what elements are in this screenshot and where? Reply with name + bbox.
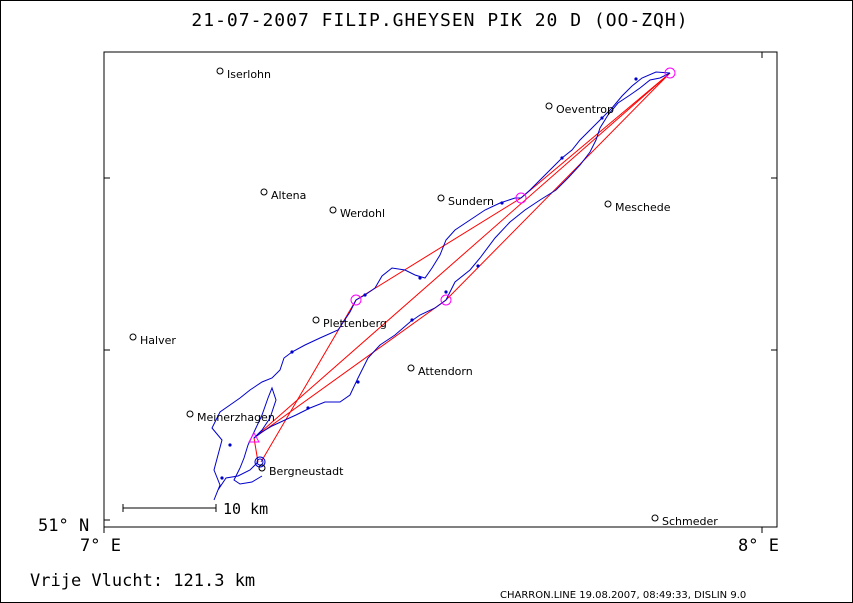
plot-frame bbox=[103, 51, 778, 528]
lat-label: 51° N bbox=[38, 516, 89, 536]
town-marker bbox=[186, 410, 194, 418]
track-fixes bbox=[220, 77, 638, 480]
town-label: Altena bbox=[271, 189, 306, 202]
town-marker bbox=[129, 333, 137, 341]
lon-left-label: 7° E bbox=[80, 536, 121, 556]
axis-ticks bbox=[103, 52, 777, 533]
scale-bar-label: 10 km bbox=[223, 500, 268, 518]
town-marker bbox=[407, 364, 415, 372]
town-label: Oeventrop bbox=[556, 103, 614, 116]
town-marker bbox=[545, 102, 553, 110]
town-label: Attendorn bbox=[418, 365, 473, 378]
task-lines bbox=[253, 72, 671, 463]
town-label: Werdohl bbox=[340, 207, 385, 220]
town-layer: Iserlohn Oeventrop Altena Werdohl Sundern Mes… bbox=[129, 67, 718, 528]
town-marker bbox=[260, 188, 268, 196]
footer-text: CHARRON.LINE 19.08.2007, 08:49:33, DISLI… bbox=[500, 590, 746, 601]
town-marker bbox=[329, 206, 337, 214]
town-label: Halver bbox=[140, 334, 176, 347]
town-label: Schmeder bbox=[662, 515, 718, 528]
town-label: Bergneustadt bbox=[269, 465, 344, 478]
town-marker bbox=[312, 316, 320, 324]
turnpoints bbox=[248, 67, 676, 443]
town-marker bbox=[437, 194, 445, 202]
town-label: Meschede bbox=[615, 201, 671, 214]
town-marker bbox=[258, 464, 266, 472]
town-label: Meinerzhagen bbox=[197, 411, 275, 424]
map-title: 21-07-2007 FILIP.GHEYSEN PIK 20 D (OO-ZQ… bbox=[191, 10, 688, 31]
town-label: Plettenberg bbox=[323, 317, 387, 330]
town-marker bbox=[216, 67, 224, 75]
town-label: Iserlohn bbox=[227, 68, 271, 81]
town-marker bbox=[651, 514, 659, 522]
town-marker bbox=[604, 200, 612, 208]
scale-bar bbox=[122, 504, 217, 512]
flight-track bbox=[211, 71, 671, 501]
distance-text: Vrije Vlucht: 121.3 km bbox=[30, 571, 255, 591]
town-label: Sundern bbox=[448, 195, 494, 208]
lon-right-label: 8° E bbox=[738, 536, 779, 556]
